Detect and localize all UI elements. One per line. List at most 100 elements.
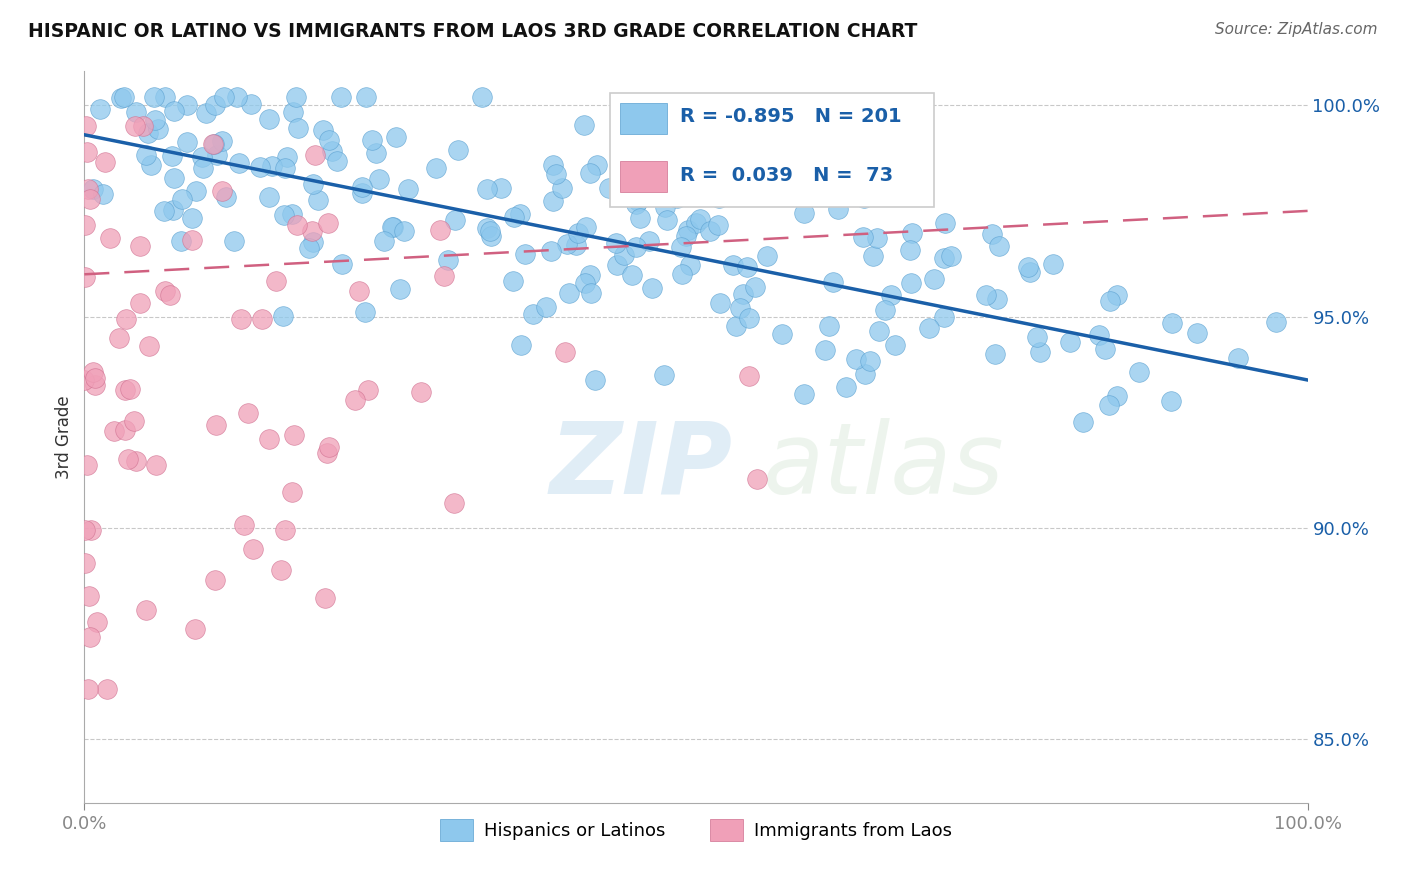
Point <box>120 382 142 396</box>
Point <box>447 143 470 157</box>
Text: Source: ZipAtlas.com: Source: ZipAtlas.com <box>1215 22 1378 37</box>
Point <box>744 280 766 294</box>
Point <box>665 191 688 205</box>
Point <box>624 197 647 211</box>
Point <box>392 224 415 238</box>
Point <box>125 104 148 119</box>
Point <box>980 227 1002 242</box>
Point <box>264 274 287 288</box>
Point <box>709 296 731 310</box>
Point <box>381 220 404 235</box>
Point <box>1187 326 1209 340</box>
Point <box>257 432 280 446</box>
Point <box>941 249 963 263</box>
Point <box>318 215 340 229</box>
Point <box>598 181 620 195</box>
Point <box>678 223 700 237</box>
Point <box>636 124 658 138</box>
Point <box>117 452 139 467</box>
Point <box>75 523 97 537</box>
Point <box>82 181 104 195</box>
Point <box>685 216 707 230</box>
Point <box>932 251 955 265</box>
Point <box>578 166 600 180</box>
Y-axis label: 3rd Grade: 3rd Grade <box>55 395 73 479</box>
Point <box>852 229 875 244</box>
Point <box>987 239 1010 253</box>
Point <box>260 160 283 174</box>
Point <box>287 121 309 136</box>
FancyBboxPatch shape <box>620 161 666 192</box>
Point <box>318 133 340 147</box>
Point <box>1088 327 1111 342</box>
Point <box>671 267 693 281</box>
Point <box>301 224 323 238</box>
Point <box>153 203 176 218</box>
Point <box>679 258 702 272</box>
Point <box>139 158 162 172</box>
Point <box>1018 264 1040 278</box>
Point <box>675 229 697 244</box>
Point <box>866 231 889 245</box>
Point <box>707 218 730 232</box>
Point <box>229 311 252 326</box>
Point <box>138 339 160 353</box>
Point <box>373 234 395 248</box>
Point <box>932 310 955 324</box>
Point <box>1099 294 1122 309</box>
Point <box>76 145 98 160</box>
Point <box>129 239 152 253</box>
Point <box>681 162 703 177</box>
Point <box>321 144 343 158</box>
Point <box>657 178 679 193</box>
Point <box>489 180 512 194</box>
Text: HISPANIC OR LATINO VS IMMIGRANTS FROM LAOS 3RD GRADE CORRELATION CHART: HISPANIC OR LATINO VS IMMIGRANTS FROM LA… <box>28 22 918 41</box>
Point <box>83 371 105 385</box>
Point <box>699 224 721 238</box>
Point <box>479 224 502 238</box>
Point <box>162 202 184 217</box>
Legend: Hispanics or Latinos, Immigrants from Laos: Hispanics or Latinos, Immigrants from La… <box>433 812 959 848</box>
Point <box>551 181 574 195</box>
Point <box>112 89 135 103</box>
Point <box>281 207 304 221</box>
Point <box>160 149 183 163</box>
Point <box>1059 334 1081 349</box>
Point <box>349 284 371 298</box>
Point <box>80 523 103 537</box>
Point <box>924 272 946 286</box>
Point <box>75 219 97 233</box>
Point <box>755 174 778 188</box>
Point <box>621 268 644 282</box>
Point <box>814 343 837 357</box>
Point <box>859 354 882 368</box>
Point <box>554 344 576 359</box>
Point <box>770 327 793 342</box>
Point <box>350 186 373 200</box>
Point <box>558 286 581 301</box>
Point <box>184 623 207 637</box>
Point <box>1025 330 1047 344</box>
Point <box>283 104 305 119</box>
Point <box>1227 351 1250 365</box>
Point <box>515 247 537 261</box>
Point <box>541 158 564 172</box>
Point <box>76 458 98 472</box>
Point <box>845 352 868 367</box>
Point <box>270 563 292 577</box>
Point <box>145 458 167 472</box>
Point <box>565 238 588 252</box>
Point <box>115 312 138 326</box>
Point <box>934 216 956 230</box>
Point <box>986 292 1008 306</box>
Point <box>555 236 578 251</box>
Point <box>1105 287 1128 301</box>
Point <box>146 122 169 136</box>
Point <box>747 472 769 486</box>
Point <box>477 182 499 196</box>
Point <box>204 136 226 151</box>
Point <box>257 190 280 204</box>
Point <box>707 191 730 205</box>
Point <box>124 120 146 134</box>
Point <box>652 368 675 382</box>
